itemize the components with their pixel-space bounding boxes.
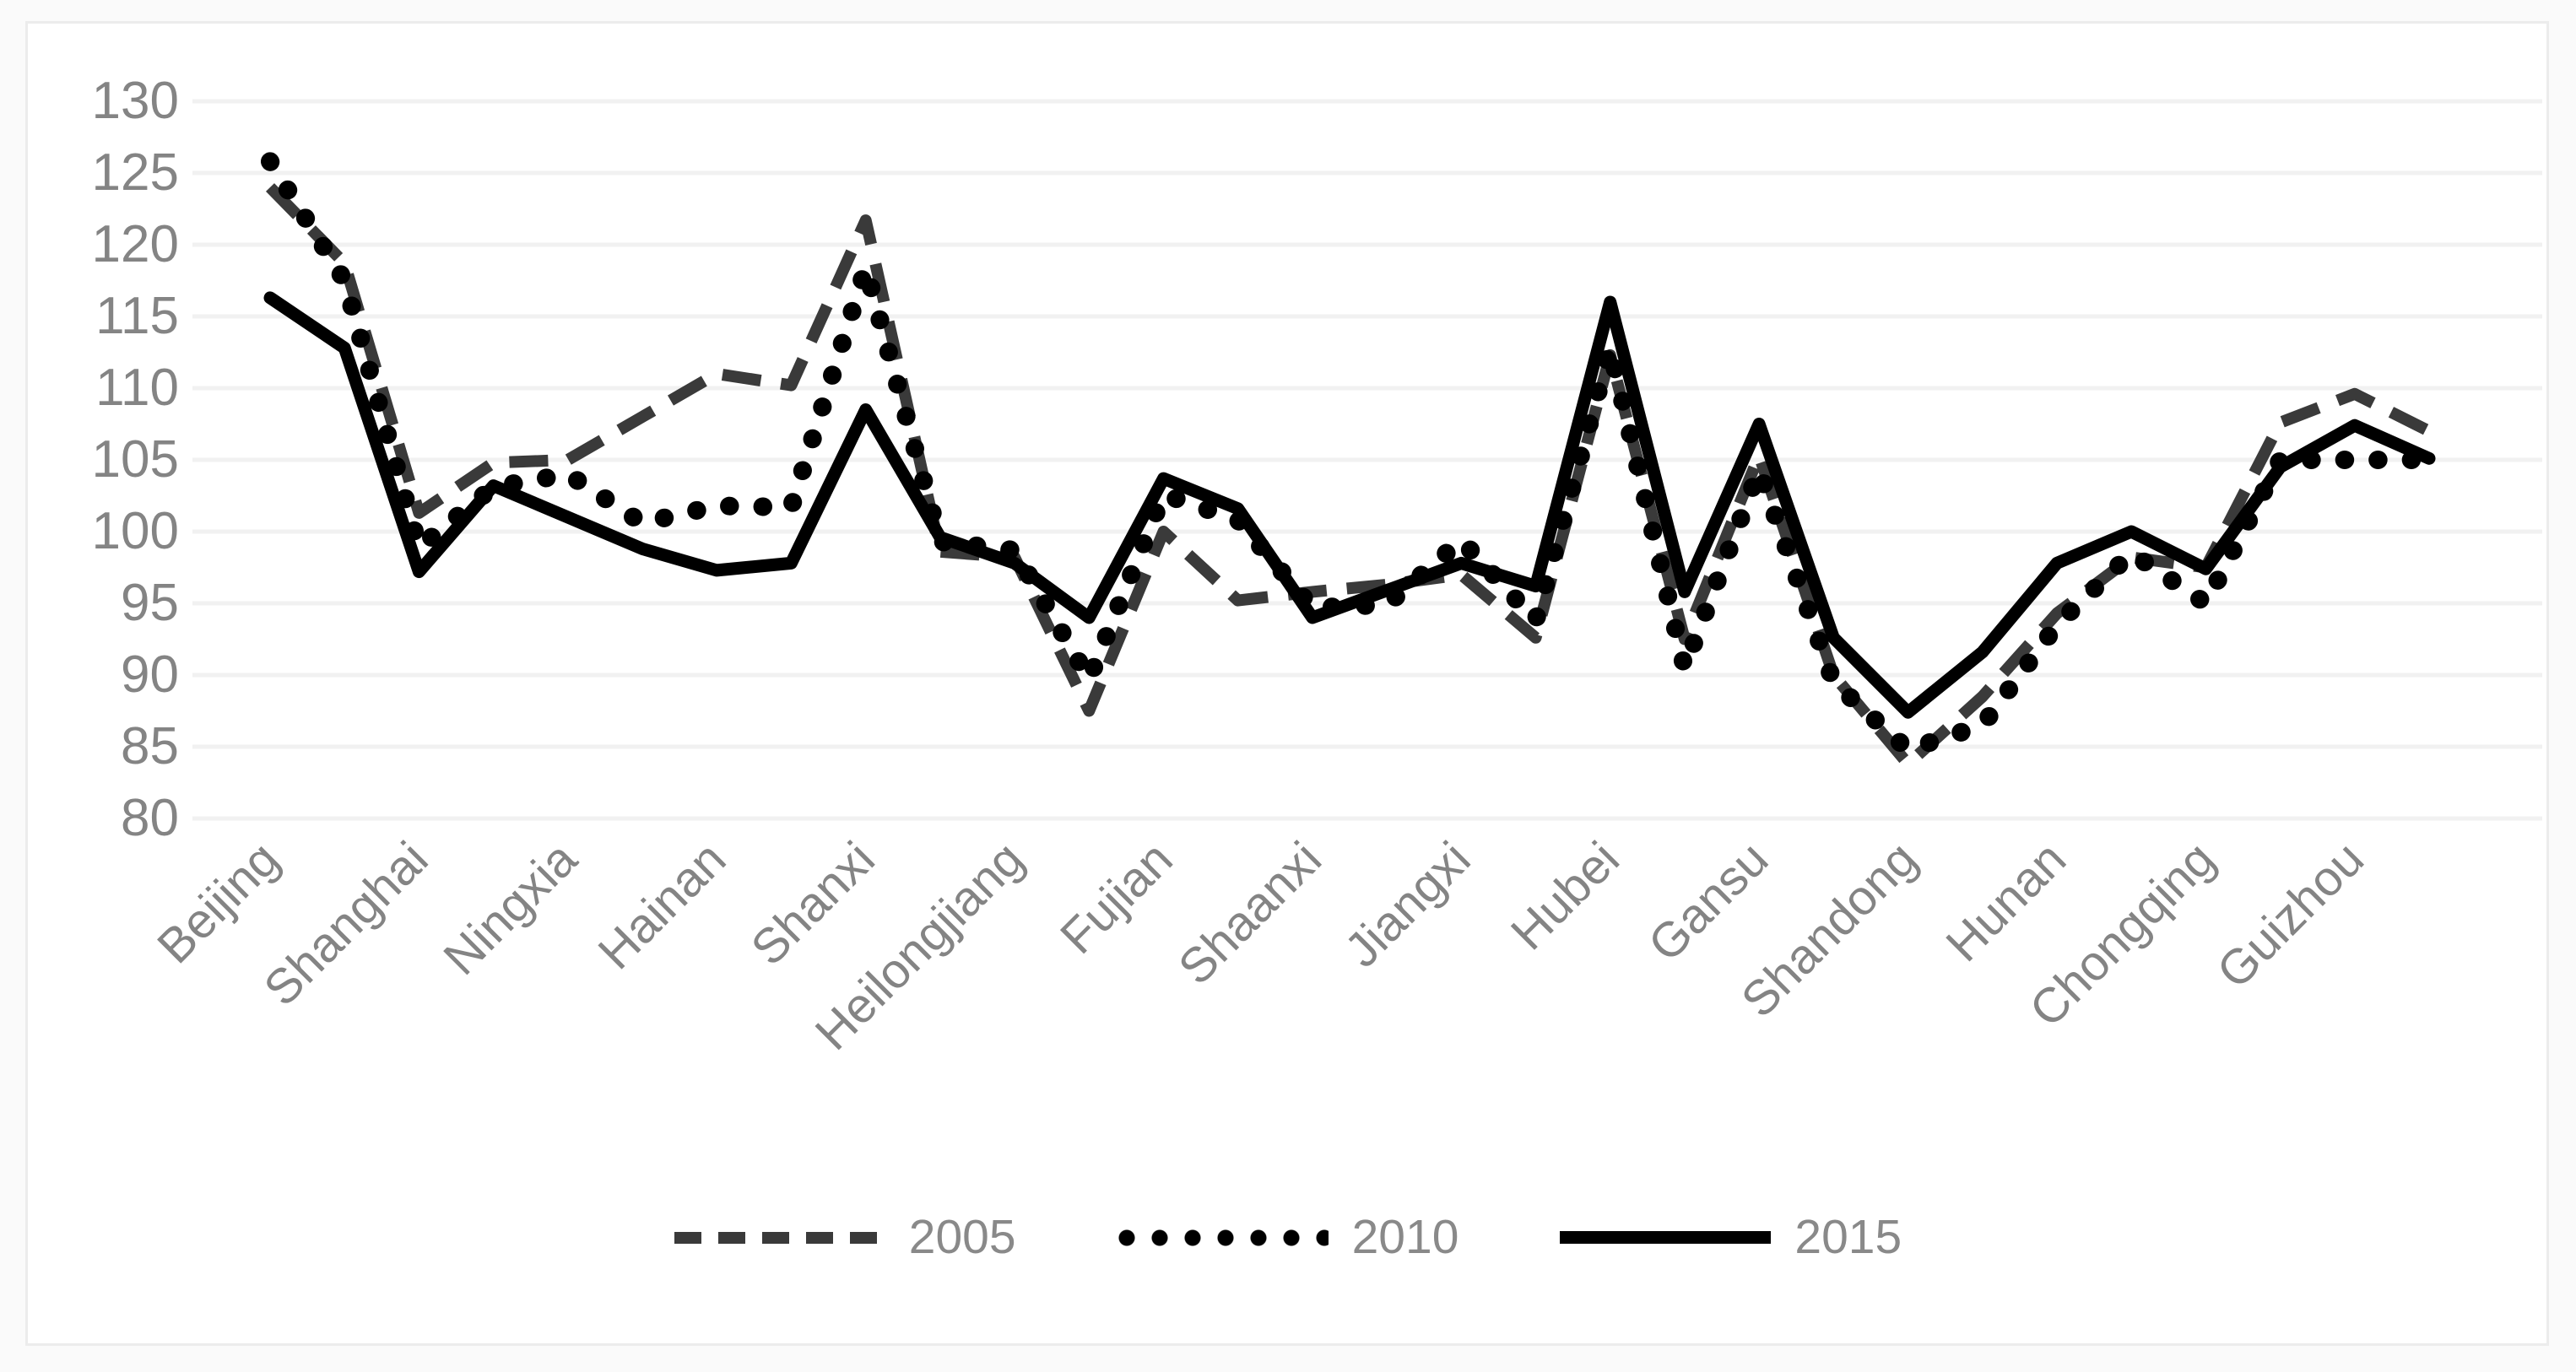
y-tick-label-80: 80 <box>121 789 179 847</box>
series-lines <box>261 152 2438 770</box>
series-2015-line <box>263 291 2436 719</box>
x-tick-label-ningxia: Ningxia <box>433 831 587 986</box>
y-tick-label-90: 90 <box>121 645 179 704</box>
y-tick-label-100: 100 <box>92 502 179 560</box>
x-tick-label-shanxi: Shanxi <box>740 831 885 975</box>
series-2010-line <box>261 152 2438 759</box>
y-tick-label-105: 105 <box>92 430 179 489</box>
x-tick-label-gansu: Gansu <box>1638 831 1779 972</box>
x-tick-label-shanghai: Shanghai <box>253 831 438 1016</box>
y-tick-label-125: 125 <box>92 143 179 202</box>
y-tick-label-120: 120 <box>92 215 179 273</box>
y-tick-label-115: 115 <box>95 287 179 345</box>
x-tick-label-beijing: Beijing <box>147 831 290 974</box>
x-tick-label-hunan: Hunan <box>1935 831 2076 972</box>
x-tick-label-fujian: Fujian <box>1050 831 1183 964</box>
y-axis-tick-labels: 80 85 90 95 100 105 110 115 120 125 130 <box>92 72 179 847</box>
y-tick-label-130: 130 <box>92 72 179 130</box>
gridlines <box>192 99 2542 821</box>
x-tick-label-guizhou: Guizhou <box>2206 831 2374 999</box>
chart-area-frame <box>25 21 2549 1346</box>
y-tick-label-110: 110 <box>95 359 179 417</box>
series-2005-line <box>265 183 2433 770</box>
x-tick-label-jiangxi: Jiangxi <box>1334 831 1481 978</box>
y-tick-label-95: 95 <box>121 574 179 632</box>
x-tick-label-hainan: Hainan <box>587 831 736 980</box>
x-tick-label-hubei: Hubei <box>1501 831 1630 960</box>
x-tick-label-shaanxi: Shaanxi <box>1168 831 1332 995</box>
y-tick-label-85: 85 <box>121 717 179 775</box>
